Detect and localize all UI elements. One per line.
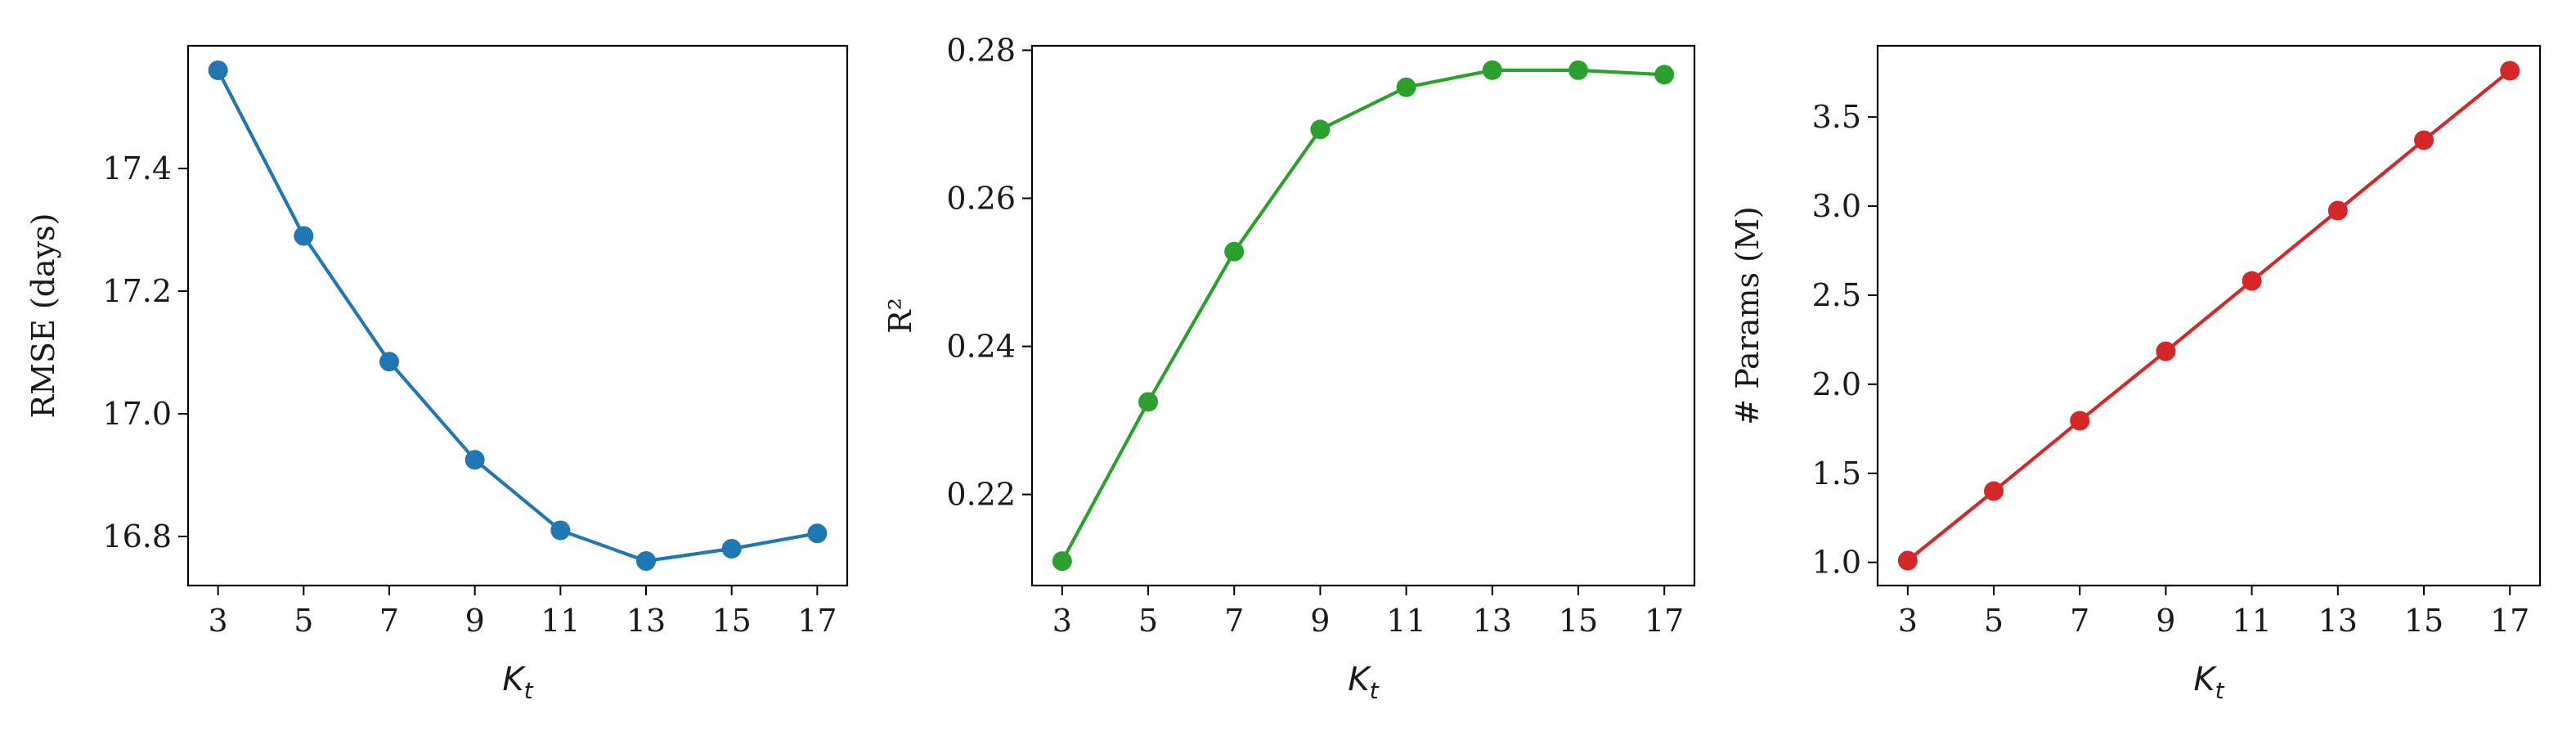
data-point — [1482, 60, 1502, 80]
axes-frame — [1030, 44, 1696, 587]
x-tick-label: 3 — [1052, 603, 1072, 639]
y-tick-label: 17.2 — [102, 273, 172, 309]
data-point — [636, 551, 657, 571]
data-point — [721, 539, 742, 559]
data-point — [2070, 411, 2090, 431]
x-tick-label: 7 — [2070, 603, 2089, 639]
data-point — [2156, 341, 2176, 361]
data-point — [2242, 271, 2262, 291]
chart-panel-1: 3 5 7 9 11 13 15 17 16.8 17.0 17.2 17.4 Kt RMSE (days… — [25, 44, 849, 704]
data-point — [1052, 551, 1072, 572]
y-axis-label: R² — [882, 298, 918, 334]
x-tick-label: 5 — [1138, 603, 1158, 639]
x-axis-label-variable: K — [502, 661, 526, 698]
x-tick-label: 17 — [797, 603, 837, 639]
x-tick-label: 17 — [1645, 603, 1684, 639]
x-tick-label: 9 — [1310, 603, 1330, 639]
x-axis-label: Kt — [2193, 661, 2224, 704]
x-tick-label: 15 — [712, 603, 752, 639]
x-tick-label: 3 — [1898, 603, 1918, 639]
chart-panel-2: 3 5 7 9 11 13 15 17 0.22 0.24 0.26 0.28 Kt R² — [882, 32, 1696, 704]
data-point — [2500, 61, 2520, 81]
x-tick-label: 7 — [379, 603, 399, 639]
x-tick-label: 11 — [541, 603, 580, 639]
data-point — [1396, 77, 1416, 97]
x-tick-label: 11 — [1386, 603, 1425, 639]
data-point — [1897, 550, 1918, 571]
x-axis-label: Kt — [502, 661, 533, 704]
y-tick-label: 0.24 — [946, 329, 1016, 365]
data-point — [379, 352, 399, 372]
data-point — [1310, 119, 1331, 140]
data-point — [1654, 65, 1675, 85]
data-point — [2413, 130, 2434, 150]
data-point — [807, 523, 828, 544]
axes-frame — [1876, 44, 2542, 587]
y-tick-label: 3.5 — [1812, 99, 1861, 135]
x-axis-label-subscript: t — [1370, 677, 1380, 704]
y-tick-label: 2.5 — [1812, 277, 1861, 313]
series-line — [1906, 69, 2511, 563]
y-tick-label: 17.0 — [102, 396, 172, 432]
chart-panel-3: 3 5 7 9 11 13 15 17 1.0 1.5 2.0 2.5 3.0 3.5 Kt # Params… — [1730, 44, 2542, 704]
data-point — [1984, 481, 2004, 501]
x-axis-label-subscript: t — [2215, 677, 2225, 704]
data-point — [550, 520, 571, 541]
x-tick-label: 11 — [2232, 603, 2271, 639]
y-tick-label: 16.8 — [102, 518, 172, 554]
data-point — [2327, 200, 2348, 221]
x-axis-label-variable: K — [2193, 661, 2217, 698]
x-axis-label-variable: K — [1348, 661, 1371, 698]
x-tick-label: 7 — [1224, 603, 1244, 639]
y-axis-label: RMSE (days) — [25, 213, 61, 419]
y-tick-label: 1.5 — [1812, 456, 1861, 491]
data-point — [1138, 392, 1159, 412]
data-point — [294, 226, 314, 246]
data-point — [1568, 60, 1588, 80]
x-tick-label: 15 — [2404, 603, 2444, 639]
y-tick-label: 2.0 — [1812, 366, 1861, 402]
series-line — [216, 70, 818, 563]
x-tick-label: 13 — [2318, 603, 2358, 639]
series-line — [1060, 68, 1665, 563]
x-tick-label: 17 — [2490, 603, 2529, 639]
x-tick-label: 9 — [465, 603, 485, 639]
x-tick-label: 13 — [626, 603, 666, 639]
x-axis-label-subscript: t — [524, 677, 534, 704]
axes-frame — [186, 44, 849, 587]
y-tick-label: 3.0 — [1812, 188, 1861, 224]
data-point — [208, 61, 228, 80]
y-tick-label: 1.0 — [1812, 545, 1861, 581]
x-tick-label: 5 — [294, 603, 313, 639]
data-point — [464, 450, 485, 470]
y-tick-label: 0.22 — [946, 477, 1016, 513]
x-tick-label: 13 — [1473, 603, 1512, 639]
x-tick-label: 9 — [2156, 603, 2175, 639]
x-tick-label: 5 — [1984, 603, 2004, 639]
y-tick-label: 0.28 — [946, 32, 1016, 68]
y-tick-label: 17.4 — [102, 150, 172, 186]
x-tick-label: 15 — [1559, 603, 1598, 639]
x-axis-label: Kt — [1348, 661, 1379, 704]
data-point — [1224, 241, 1245, 262]
y-tick-label: 0.26 — [946, 181, 1016, 217]
y-axis-label: # Params (M) — [1730, 206, 1766, 424]
x-tick-label: 3 — [209, 603, 228, 639]
